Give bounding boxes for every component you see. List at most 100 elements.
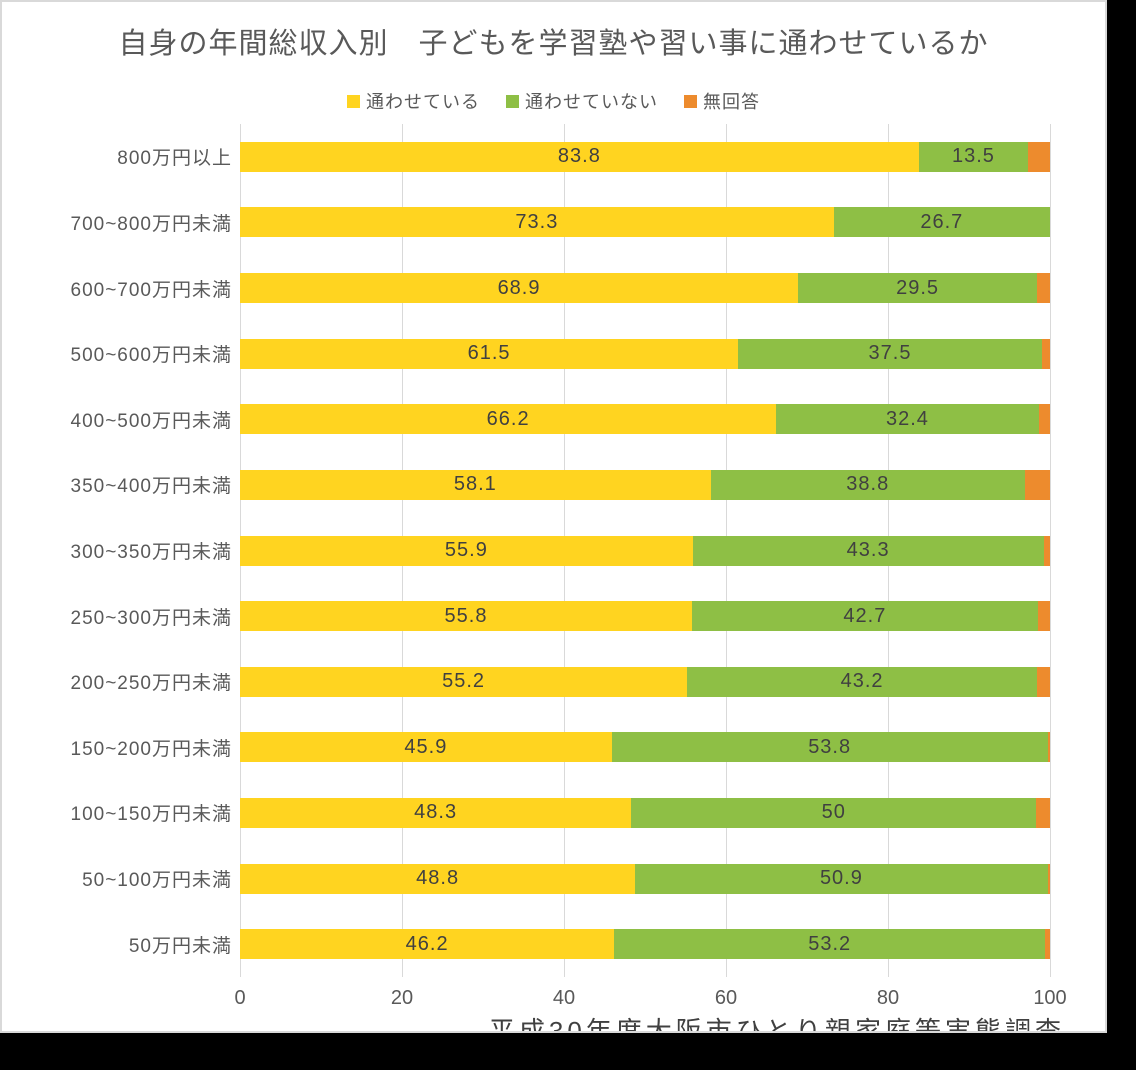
bar-segment-not-attending[interactable]: 26.7 (833, 207, 1050, 238)
bar-segment-no-answer[interactable] (1028, 141, 1050, 172)
bar-value-label: 83.8 (557, 145, 601, 168)
legend-swatch-icon (506, 94, 519, 108)
x-tick-label: 80 (876, 987, 900, 1009)
category-label: 50~100万円未満 (82, 870, 232, 892)
bar-segment-no-answer[interactable] (1037, 273, 1050, 304)
bar-value-label: 43.3 (846, 539, 890, 561)
gridline (1050, 124, 1051, 977)
bar-segment-no-answer[interactable] (1038, 404, 1050, 435)
bar-segment-not-attending[interactable]: 32.4 (776, 404, 1039, 435)
bar-segment-no-answer[interactable] (1036, 797, 1050, 828)
bar-value-label: 32.4 (885, 407, 929, 430)
bar-segment-no-answer[interactable] (1043, 535, 1050, 566)
bar-segment-attending[interactable]: 55.2 (240, 666, 688, 697)
bar-segment-no-answer[interactable] (1024, 469, 1050, 500)
bar-segment-no-answer[interactable] (1037, 666, 1050, 697)
bar-segment-attending[interactable]: 83.8 (240, 141, 919, 172)
x-tick-label: 0 (234, 987, 246, 1009)
bar-segment-attending[interactable]: 46.2 (240, 929, 615, 960)
category-label: 250~300万円未満 (70, 607, 232, 629)
bar-value-label: 42.7 (843, 604, 887, 627)
bar-segment-attending[interactable]: 68.9 (240, 273, 799, 304)
bar-segment-attending[interactable]: 58.1 (240, 469, 711, 500)
bar-row: 73.3 26.7 (240, 207, 1050, 238)
bar-segment-no-answer[interactable] (1045, 929, 1050, 960)
category-label: 800万円以上 (117, 148, 232, 170)
bar-value-label: 61.5 (467, 342, 511, 365)
bar-row: 48.8 50.9 (240, 863, 1050, 894)
x-tick-label: 60 (714, 987, 738, 1009)
bar-segment-attending[interactable]: 48.8 (240, 863, 636, 894)
bar-segment-no-answer[interactable] (1037, 601, 1050, 632)
category-label: 150~200万円未満 (70, 738, 232, 760)
bar-value-label: 48.3 (414, 801, 458, 824)
bar-segment-attending[interactable]: 55.9 (240, 535, 693, 566)
bar-value-label: 53.8 (808, 735, 852, 758)
category-label: 50万円未満 (128, 935, 232, 957)
bar-row: 66.2 32.4 (240, 404, 1050, 435)
source-note: 平成30年度大阪市ひとり親家庭等実態調査 (488, 1016, 1065, 1033)
legend-label: 通わせていない (525, 92, 658, 112)
category-label: 700~800万円未満 (70, 213, 232, 235)
bar-value-label: 73.3 (515, 210, 559, 233)
bar-value-label: 66.2 (486, 407, 530, 430)
bar-value-label: 45.9 (404, 735, 448, 758)
plot-area: 83.8 13.5 73.3 26.7 68.9 29.5 61.5 37.5 66.2 32.4… (240, 124, 1051, 977)
bar-value-label: 46.2 (405, 932, 449, 955)
category-label: 200~250万円未満 (70, 673, 232, 695)
bar-segment-not-attending[interactable]: 53.2 (614, 929, 1046, 960)
bar-value-label: 55.8 (444, 604, 488, 627)
bar-segment-not-attending[interactable]: 37.5 (738, 338, 1042, 369)
legend-item[interactable]: 通わせていない (506, 88, 658, 114)
bar-segment-attending[interactable]: 45.9 (240, 732, 612, 763)
bar-row: 83.8 13.5 (240, 141, 1050, 172)
bar-segment-not-attending[interactable]: 50 (631, 797, 1037, 828)
legend-item[interactable]: 通わせている (347, 88, 480, 114)
bar-segment-not-attending[interactable]: 29.5 (798, 273, 1038, 304)
bar-row: 61.5 37.5 (240, 338, 1050, 369)
category-label: 500~600万円未満 (70, 345, 232, 367)
legend: 通わせている 通わせていない 無回答 (2, 88, 1105, 114)
bar-value-label: 48.8 (416, 867, 460, 890)
category-label: 350~400万円未満 (70, 476, 232, 498)
bar-row: 58.1 38.8 (240, 469, 1050, 500)
bar-value-label: 58.1 (453, 473, 497, 496)
bar-value-label: 55.2 (442, 670, 486, 693)
legend-swatch-icon (347, 94, 360, 108)
bar-value-label: 55.9 (444, 539, 488, 561)
bar-value-label: 37.5 (868, 342, 912, 365)
bar-value-label: 53.2 (808, 932, 852, 955)
bar-row: 45.9 53.8 (240, 732, 1050, 763)
bar-segment-not-attending[interactable]: 50.9 (635, 863, 1048, 894)
bar-segment-not-attending[interactable]: 38.8 (710, 469, 1025, 500)
bar-value-label: 13.5 (951, 145, 995, 168)
bar-segment-attending[interactable]: 66.2 (240, 404, 777, 435)
bar-row: 55.8 42.7 (240, 601, 1050, 632)
bar-row: 55.9 43.3 (240, 535, 1050, 566)
bar-value-label: 26.7 (920, 210, 964, 233)
bar-segment-no-answer[interactable] (1041, 338, 1050, 369)
x-tick-label: 40 (552, 987, 576, 1009)
bar-segment-attending[interactable]: 73.3 (240, 207, 834, 238)
bar-value-label: 29.5 (896, 276, 940, 299)
bar-value-label: 68.9 (497, 276, 541, 299)
chart-title: 自身の年間総収入別 子どもを学習塾や習い事に通わせているか (118, 28, 989, 60)
legend-label: 無回答 (703, 92, 760, 112)
bar-segment-attending[interactable]: 48.3 (240, 797, 632, 828)
bar-segment-attending[interactable]: 61.5 (240, 338, 739, 369)
bar-segment-no-answer[interactable] (1047, 863, 1050, 894)
category-label: 100~150万円未満 (70, 804, 232, 826)
bar-segment-not-attending[interactable]: 42.7 (691, 601, 1038, 632)
bar-segment-not-attending[interactable]: 13.5 (918, 141, 1029, 172)
bar-segment-not-attending[interactable]: 43.2 (687, 666, 1038, 697)
category-label: 400~500万円未満 (70, 410, 232, 432)
bar-segment-not-attending[interactable]: 53.8 (611, 732, 1048, 763)
bar-row: 46.2 53.2 (240, 929, 1050, 960)
bar-segment-not-attending[interactable]: 43.3 (692, 535, 1044, 566)
bar-segment-attending[interactable]: 55.8 (240, 601, 692, 632)
legend-item[interactable]: 無回答 (684, 88, 760, 114)
legend-label: 通わせている (366, 92, 480, 112)
bar-value-label: 50 (821, 801, 846, 824)
bar-segment-no-answer[interactable] (1047, 732, 1050, 763)
